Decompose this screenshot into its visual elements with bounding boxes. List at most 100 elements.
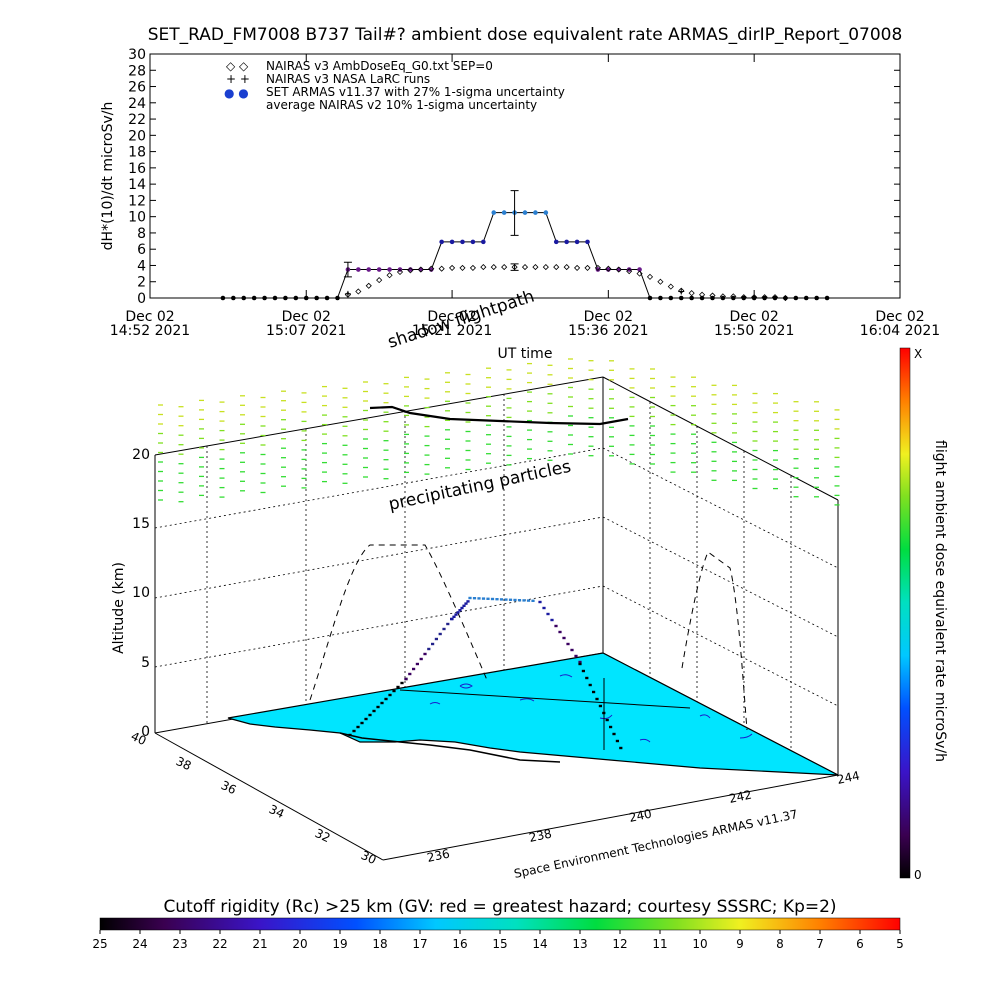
track-point — [495, 598, 499, 601]
armas-point — [241, 295, 247, 301]
lon-tick: 238 — [528, 826, 553, 844]
larc-point — [678, 288, 685, 295]
armas-point — [626, 267, 632, 272]
track-point — [605, 718, 609, 722]
track-point — [412, 667, 416, 671]
y-tick-label: 22 — [128, 112, 146, 128]
nairas-point — [615, 266, 622, 273]
y-tick-label: 14 — [128, 177, 146, 193]
track-point — [526, 599, 531, 602]
armas-point — [428, 267, 434, 272]
track-point — [578, 662, 582, 666]
track-point — [368, 713, 372, 717]
track-point — [486, 597, 490, 600]
armas-point — [783, 295, 788, 301]
x-tick-label-date: Dec 02 — [584, 309, 633, 325]
y-tick-label: 24 — [128, 96, 146, 112]
armas-point — [533, 210, 538, 215]
track-point — [615, 739, 619, 743]
nairas-point — [709, 292, 716, 299]
bottom-colorbar-ticks: 25 24 23 22 21 20 19 18 17 16 15 14 13 12 11 10 9 8 7 6 5 — [92, 930, 904, 951]
y-tick-label: 12 — [128, 193, 146, 209]
armas-point — [408, 267, 413, 272]
armas-point — [387, 267, 392, 272]
armas-point — [251, 295, 257, 301]
armas-point — [668, 295, 674, 301]
nairas-point — [636, 270, 643, 277]
armas-point — [460, 239, 465, 245]
track-point — [578, 660, 582, 664]
lat-tick: 36 — [219, 778, 239, 797]
armas-point — [491, 210, 497, 215]
nairas-point — [594, 264, 601, 271]
nairas-point — [521, 264, 529, 271]
z-tick: 10 — [132, 585, 150, 601]
lower-3d-plot: shadow flightpath precipitating particle… — [111, 286, 861, 880]
y-tick-label: 20 — [128, 128, 146, 144]
z-tick: 15 — [132, 516, 150, 532]
x-tick-label-date: Dec 02 — [427, 309, 476, 325]
x-tick-label-date: Dec 02 — [282, 309, 331, 325]
track-point — [592, 690, 596, 694]
armas-point — [501, 210, 507, 215]
track-point — [466, 600, 470, 603]
lat-tick: 30 — [359, 848, 379, 867]
precipitating-particles-label: precipitating particles — [387, 457, 573, 515]
armas-point — [824, 295, 830, 301]
armas-point — [262, 295, 267, 301]
armas-point — [470, 239, 476, 245]
armas-point — [793, 295, 799, 301]
track-point — [442, 627, 446, 631]
cbar-tick-label: 5 — [896, 937, 904, 951]
z-tick: 5 — [141, 655, 150, 671]
cbar-tick-label: 12 — [612, 937, 627, 951]
track-point — [570, 648, 574, 652]
y-tick-label: 2 — [137, 275, 146, 291]
cbar-tick-label: 18 — [372, 937, 387, 951]
credit-label: Space Environment Technologies ARMAS v11… — [513, 807, 799, 881]
cbar-tick-label: 6 — [856, 937, 864, 951]
nairas-point — [730, 293, 737, 300]
top-plot-marks — [220, 190, 830, 302]
legend-label-armas: SET ARMAS v11.37 with 27% 1-sigma uncert… — [266, 85, 565, 99]
nairas-point — [459, 264, 466, 271]
shadow-flightpath-line — [369, 405, 629, 426]
lon-tick: 240 — [628, 806, 653, 824]
track-point — [574, 654, 578, 658]
z-tick: 20 — [132, 447, 150, 463]
armas-point — [366, 267, 372, 272]
track-point — [542, 606, 546, 610]
y-tick-label: 18 — [128, 145, 146, 161]
y-tick-label: 16 — [128, 161, 146, 177]
track-point — [588, 683, 592, 687]
bottom-colorbar-title: Cutoff rigidity (Rc) >25 km (GV: red = g… — [163, 897, 836, 917]
right-colorbar-top-label: X — [914, 347, 922, 361]
armas-point — [595, 267, 601, 272]
track-point — [454, 613, 458, 616]
track-point — [477, 597, 481, 600]
armas-point — [731, 295, 736, 301]
cbar-tick-label: 20 — [292, 937, 307, 951]
altitude-axis-label: Altitude (km) — [111, 562, 127, 654]
lat-tick: 40 — [129, 729, 149, 748]
track-point — [464, 602, 468, 605]
nairas-point — [396, 268, 404, 276]
nairas-point — [553, 264, 560, 271]
y-tick-label: 0 — [137, 291, 146, 307]
armas-point — [751, 295, 757, 301]
y-tick-label: 8 — [137, 226, 146, 242]
grid-lines — [154, 394, 839, 751]
track-point — [392, 689, 396, 693]
cbar-tick-label: 16 — [452, 937, 467, 951]
nairas-point — [688, 290, 695, 297]
x-tick-label-date: Dec 02 — [729, 309, 778, 325]
armas-point — [335, 295, 340, 301]
armas-point — [272, 295, 278, 301]
nairas-point — [469, 264, 476, 271]
nairas-point — [490, 264, 497, 271]
track-point — [462, 604, 466, 607]
error-bar — [343, 261, 352, 278]
